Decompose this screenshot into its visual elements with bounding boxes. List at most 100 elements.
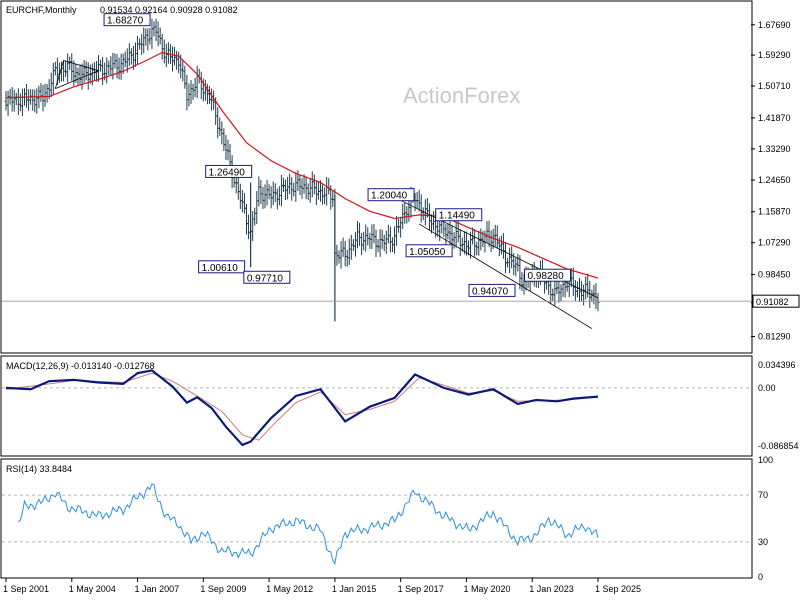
watermark: ActionForex	[403, 83, 520, 108]
price-bar	[407, 200, 411, 222]
price-bar	[267, 184, 271, 200]
price-bar	[310, 171, 314, 198]
macd-axis: 0.034396 0.00 -0.086854	[2, 360, 799, 451]
price-bar	[306, 183, 310, 201]
price-bar	[458, 229, 462, 257]
price-bar	[107, 60, 111, 76]
price-bar	[158, 27, 162, 45]
x-tick-label: 1 Jan 2015	[332, 584, 377, 594]
price-bar	[162, 39, 166, 64]
price-tick-label: 1.15870	[758, 207, 791, 217]
price-bar	[495, 225, 499, 249]
price-annotation-label: 0.94070	[472, 286, 509, 297]
macd-lines	[5, 369, 599, 447]
macd-tick-label: 0.034396	[758, 360, 796, 370]
price-bar	[341, 237, 345, 258]
price-tick-label: 1.59290	[758, 50, 791, 60]
price-bar	[395, 215, 399, 246]
price-annotation-box	[468, 283, 516, 297]
price-bar	[368, 232, 372, 249]
price-bar	[380, 229, 384, 249]
price-tick-label: 0.81290	[758, 332, 791, 342]
moving-average	[5, 51, 599, 279]
price-annotation-box	[367, 188, 415, 202]
x-tick-label: 1 Jan 2007	[135, 584, 180, 594]
price-bar	[384, 230, 388, 254]
price-bar	[571, 267, 575, 297]
price-bar	[199, 71, 203, 100]
x-tick-label: 1 Sep 2025	[595, 584, 641, 594]
price-bar	[323, 187, 327, 205]
price-bar	[129, 48, 133, 65]
price-bar	[187, 83, 191, 107]
price-annotation-label: 1.20040	[371, 191, 408, 202]
price-bar	[573, 279, 577, 302]
price-bar	[510, 246, 514, 269]
price-bar	[236, 177, 240, 200]
price-bar	[53, 61, 57, 76]
price-bar	[321, 184, 325, 205]
price-bar	[166, 42, 170, 64]
price-bar	[339, 241, 343, 269]
price-bar	[578, 277, 581, 302]
price-bar	[72, 60, 76, 86]
price-annotation: 1.05050	[405, 244, 453, 258]
price-bar	[282, 177, 285, 192]
time-axis: 1 Sep 2001 1 May 2004 1 Jan 2007 1 Sep 2009…	[3, 578, 641, 594]
channel-line	[418, 223, 593, 329]
price-annotation: 1.26490	[205, 164, 253, 178]
price-bar	[134, 42, 137, 67]
price-bar	[25, 83, 29, 108]
price-bar	[109, 56, 113, 76]
price-bar	[376, 239, 380, 253]
price-bar	[586, 273, 590, 298]
price-bar	[240, 189, 244, 213]
price-bars	[4, 18, 600, 322]
price-bar	[97, 55, 100, 82]
price-bar	[261, 186, 265, 209]
price-bar	[432, 211, 436, 231]
price-bar	[584, 276, 588, 300]
price-bar	[378, 229, 382, 257]
price-bar	[175, 50, 179, 70]
price-bar	[520, 271, 524, 292]
price-bar	[70, 53, 74, 81]
price-bar	[224, 134, 228, 160]
price-bar	[349, 234, 353, 260]
price-bar	[559, 284, 563, 302]
x-tick-label: 1 Sep 2009	[200, 584, 246, 594]
price-axis: 1.67690 1.59290 1.50710 1.41870 1.33290 1.246…	[751, 20, 791, 342]
price-bar	[279, 174, 283, 207]
price-annotation-label: 1.00610	[202, 263, 239, 274]
price-bar	[183, 65, 187, 89]
triangle-drawing	[54, 59, 100, 89]
price-bar	[222, 128, 226, 151]
price-bar	[16, 88, 20, 116]
price-bar	[343, 240, 347, 267]
rsi-line	[18, 483, 599, 566]
ma-line	[5, 51, 599, 279]
x-tick-label: 1 May 2012	[266, 584, 313, 594]
price-bar	[292, 182, 296, 197]
price-bar	[477, 230, 481, 256]
price-bar	[397, 218, 401, 233]
price-bar	[255, 190, 259, 225]
price-bar	[347, 238, 351, 265]
price-bar	[105, 57, 109, 84]
price-bar	[501, 233, 505, 259]
price-bar	[596, 292, 600, 312]
symbol-label: EURCHF,Monthly	[6, 5, 77, 15]
macd-pane-frame	[0, 355, 753, 457]
price-bar	[164, 43, 168, 68]
price-bar	[82, 60, 86, 83]
price-bar	[84, 61, 88, 81]
price-bar	[195, 65, 199, 99]
price-annotation-box	[205, 164, 253, 178]
price-bar	[327, 178, 331, 195]
price-bar	[216, 107, 220, 139]
price-bar	[123, 51, 127, 68]
price-pane-frame	[0, 0, 753, 354]
price-bar	[372, 224, 376, 244]
